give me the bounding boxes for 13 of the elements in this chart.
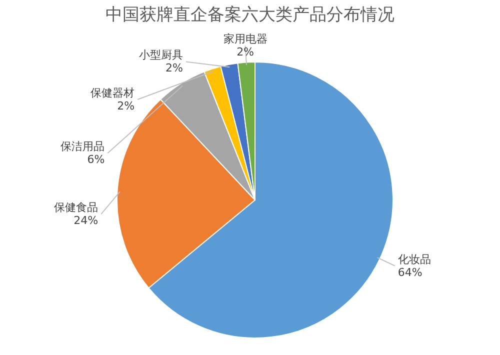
slice-label: 保健食品 (54, 201, 98, 214)
slice-label: 化妆品 (398, 252, 431, 266)
data-label: 24% (74, 214, 98, 228)
data-label: 6% (87, 153, 105, 166)
slice-label: 家用电器 (223, 32, 268, 46)
slice-label: 小型厨具 (138, 48, 183, 62)
data-label: 2% (236, 46, 254, 59)
data-label: 2% (166, 62, 183, 75)
chart-title: 中国获牌直企备案六大类产品分布情况 (106, 5, 394, 25)
data-label: 64% (398, 266, 422, 279)
data-label: 2% (117, 99, 135, 112)
slice-label: 保健器材 (90, 86, 135, 100)
slice-label: 保洁用品 (60, 140, 105, 154)
